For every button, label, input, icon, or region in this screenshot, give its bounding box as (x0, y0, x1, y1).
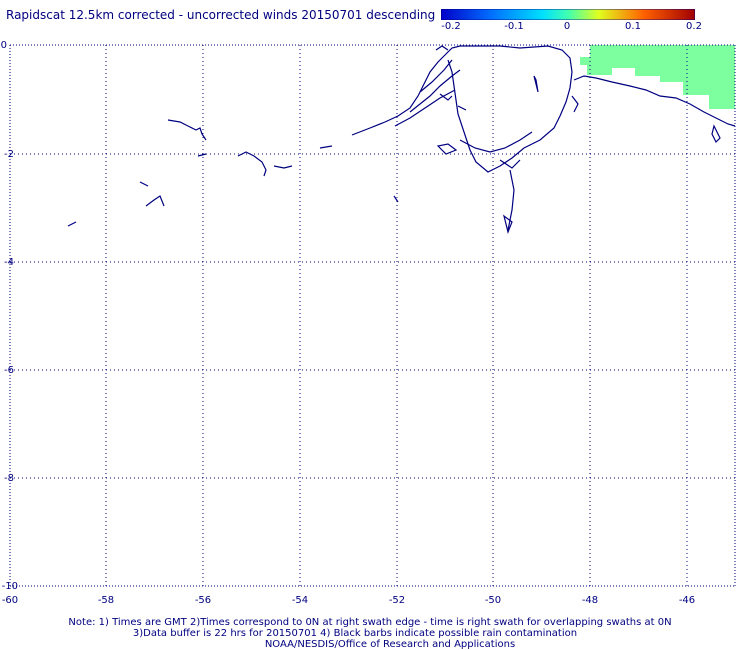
lat-label-0: 0 (1, 40, 7, 51)
lon-label-m52: -52 (389, 595, 405, 606)
lat-label-m10: -10 (2, 581, 18, 592)
colorbar-label-0: 0 (563, 21, 571, 32)
footer-credit: NOAA/NESDIS/Office of Research and Appli… (264, 639, 516, 650)
lat-label-m2: -2 (4, 149, 14, 160)
grid-lines (10, 45, 735, 586)
lat-label-m8: -8 (4, 473, 14, 484)
lat-label-m4: -4 (4, 257, 14, 268)
lon-label-m58: -58 (98, 595, 114, 606)
wind-difference-area (580, 45, 735, 109)
coastline (67, 45, 736, 234)
lon-label-m56: -56 (195, 595, 211, 606)
lon-label-m48: -48 (582, 595, 598, 606)
colorbar-label-p01: 0.1 (625, 21, 641, 32)
colorbar-label-m01: -0.1 (504, 21, 524, 32)
map-title: Rapidscat 12.5km corrected - uncorrected… (6, 8, 436, 22)
colorbar-label-m02: -0.2 (441, 21, 461, 32)
lon-label-m60: -60 (2, 595, 18, 606)
lon-label-m46: -46 (679, 595, 695, 606)
colorbar-label-p02: 0.2 (686, 21, 702, 32)
footer-note-line1: Note: 1) Times are GMT 2)Times correspon… (68, 617, 672, 628)
lon-label-m50: -50 (485, 595, 501, 606)
footer-note-line2: 3)Data buffer is 22 hrs for 20150701 4) … (132, 628, 578, 639)
lat-label-m6: -6 (4, 365, 14, 376)
lon-label-m54: -54 (292, 595, 308, 606)
colorbar (441, 9, 695, 20)
